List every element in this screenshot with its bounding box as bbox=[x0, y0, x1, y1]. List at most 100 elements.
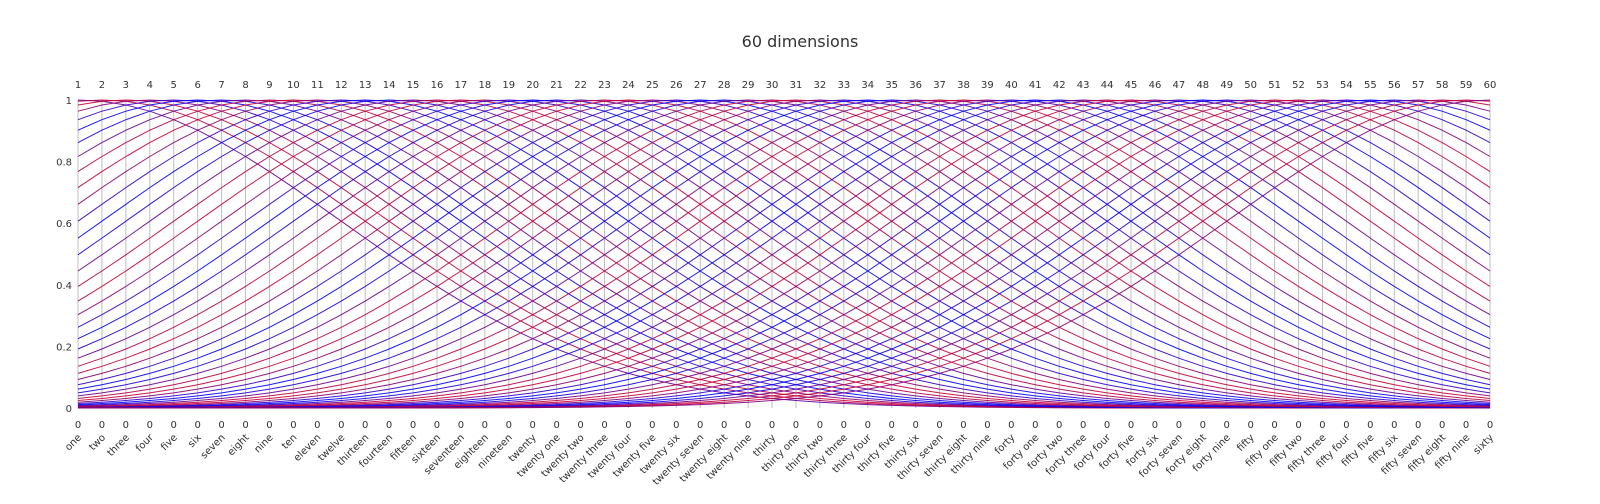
axis-min-label: 0 bbox=[123, 420, 129, 431]
axis-max-label: 9 bbox=[266, 80, 272, 91]
axis-max-label: 21 bbox=[550, 80, 563, 91]
series-line bbox=[77, 99, 1491, 409]
axis-max-label: 24 bbox=[622, 80, 635, 91]
axis-min-label: 0 bbox=[1104, 420, 1110, 431]
axis-max-label: 48 bbox=[1196, 80, 1209, 91]
axis-max-label: 40 bbox=[1005, 80, 1018, 91]
axis-min-label: 0 bbox=[721, 420, 727, 431]
axis-min-label: 0 bbox=[194, 420, 200, 431]
series-line bbox=[77, 99, 1491, 408]
axis-min-label: 0 bbox=[1247, 420, 1253, 431]
y-tick-label: 0.6 bbox=[56, 219, 72, 230]
axis-max-label: 45 bbox=[1125, 80, 1138, 91]
axis-min-label: 0 bbox=[577, 420, 583, 431]
axis-min-label: 0 bbox=[482, 420, 488, 431]
dimension-label: two bbox=[87, 432, 108, 453]
axis-max-label: 54 bbox=[1340, 80, 1353, 91]
dimension-label: ten bbox=[280, 432, 299, 451]
series-line bbox=[77, 99, 1491, 409]
axis-min-label: 0 bbox=[745, 420, 751, 431]
y-tick-label: 1 bbox=[66, 96, 72, 107]
axis-min-label: 0 bbox=[1487, 420, 1493, 431]
series-line bbox=[77, 99, 1491, 403]
axis-min-label: 0 bbox=[1224, 420, 1230, 431]
axis-max-label: 58 bbox=[1436, 80, 1449, 91]
series-line bbox=[77, 99, 1491, 407]
axis-min-label: 0 bbox=[1128, 420, 1134, 431]
axis-max-label: 35 bbox=[885, 80, 898, 91]
axis-min-label: 0 bbox=[1008, 420, 1014, 431]
axis-max-label: 49 bbox=[1220, 80, 1233, 91]
y-tick-label: 0 bbox=[66, 404, 72, 415]
axis-max-label: 42 bbox=[1053, 80, 1066, 91]
series-line bbox=[77, 99, 1491, 401]
axis-max-label: 34 bbox=[861, 80, 874, 91]
axis-min-label: 0 bbox=[1056, 420, 1062, 431]
axis-min-label: 0 bbox=[553, 420, 559, 431]
axis-max-label: 52 bbox=[1292, 80, 1305, 91]
axis-min-label: 0 bbox=[290, 420, 296, 431]
dimension-label: three bbox=[105, 432, 131, 458]
axis-max-label: 56 bbox=[1388, 80, 1401, 91]
axis-max-label: 16 bbox=[431, 80, 444, 91]
axis-max-label: 10 bbox=[287, 80, 300, 91]
axis-max-label: 39 bbox=[981, 80, 994, 91]
series-line bbox=[78, 99, 1491, 409]
axis-min-label: 0 bbox=[1080, 420, 1086, 431]
axis-max-label: 5 bbox=[171, 80, 177, 91]
axis-max-label: 11 bbox=[311, 80, 324, 91]
axis-max-label: 14 bbox=[383, 80, 396, 91]
series-line bbox=[77, 99, 1491, 408]
axis-min-label: 0 bbox=[649, 420, 655, 431]
axis-min-label: 0 bbox=[1271, 420, 1277, 431]
axis-max-label: 18 bbox=[478, 80, 491, 91]
axis-min-label: 0 bbox=[434, 420, 440, 431]
axis-min-label: 0 bbox=[506, 420, 512, 431]
dimension-label: eight bbox=[226, 432, 252, 458]
axis-max-label: 12 bbox=[335, 80, 348, 91]
axis-min-label: 0 bbox=[865, 420, 871, 431]
axis-max-label: 2 bbox=[99, 80, 105, 91]
series-line bbox=[77, 99, 1491, 406]
axis-min-label: 0 bbox=[362, 420, 368, 431]
dimension-label: nine bbox=[253, 432, 276, 455]
axis-min-label: 0 bbox=[266, 420, 272, 431]
series-line bbox=[77, 99, 1491, 409]
series-line bbox=[77, 99, 1491, 408]
axis-max-label: 28 bbox=[718, 80, 731, 91]
axis-max-label: 7 bbox=[218, 80, 224, 91]
dimension-label: four bbox=[134, 432, 157, 455]
series-line bbox=[77, 99, 1491, 404]
axis-max-label: 1 bbox=[75, 80, 81, 91]
axis-max-label: 29 bbox=[742, 80, 755, 91]
axis-max-label: 13 bbox=[359, 80, 372, 91]
axis-min-label: 0 bbox=[1343, 420, 1349, 431]
axis-max-label: 44 bbox=[1101, 80, 1114, 91]
axis-min-label: 0 bbox=[530, 420, 536, 431]
series-line bbox=[77, 99, 1491, 403]
axis-max-label: 53 bbox=[1316, 80, 1329, 91]
axis-max-label: 19 bbox=[502, 80, 515, 91]
axis-min-label: 0 bbox=[99, 420, 105, 431]
axis-min-label: 0 bbox=[673, 420, 679, 431]
dimension-label: one bbox=[63, 432, 84, 453]
axis-min-label: 0 bbox=[601, 420, 607, 431]
axis-max-label: 41 bbox=[1029, 80, 1042, 91]
axis-max-label: 50 bbox=[1244, 80, 1257, 91]
series-line bbox=[77, 99, 1491, 409]
axis-min-label: 0 bbox=[960, 420, 966, 431]
series-lines-group bbox=[77, 99, 1491, 409]
series-line bbox=[77, 99, 1491, 408]
axis-min-label: 0 bbox=[75, 420, 81, 431]
axis-max-label: 31 bbox=[790, 80, 803, 91]
axis-max-label: 36 bbox=[909, 80, 922, 91]
axis-max-label: 57 bbox=[1412, 80, 1425, 91]
series-line bbox=[77, 99, 1490, 409]
axis-max-label: 46 bbox=[1149, 80, 1162, 91]
axis-min-label: 0 bbox=[242, 420, 248, 431]
axis-max-label: 60 bbox=[1484, 80, 1497, 91]
series-line bbox=[77, 99, 1491, 409]
axis-max-label: 51 bbox=[1268, 80, 1281, 91]
dimension-label: sixty bbox=[1472, 432, 1497, 457]
axis-min-label: 0 bbox=[1463, 420, 1469, 431]
